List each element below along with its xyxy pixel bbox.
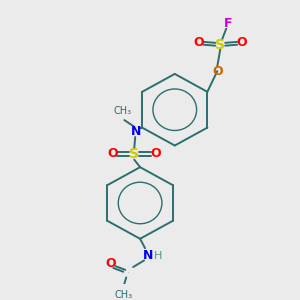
Text: N: N [131,125,141,138]
Text: O: O [212,64,223,78]
Text: O: O [193,36,204,49]
Text: F: F [224,17,233,31]
Text: O: O [237,36,248,49]
Text: S: S [215,38,225,52]
Text: C: C [128,272,129,273]
Text: O: O [107,148,118,160]
Text: H: H [154,251,162,261]
Text: O: O [151,148,161,160]
Text: S: S [129,147,139,161]
Text: O: O [105,257,116,270]
Text: CH₃: CH₃ [114,290,132,300]
Text: CH₃: CH₃ [113,106,131,116]
Text: N: N [143,249,153,262]
